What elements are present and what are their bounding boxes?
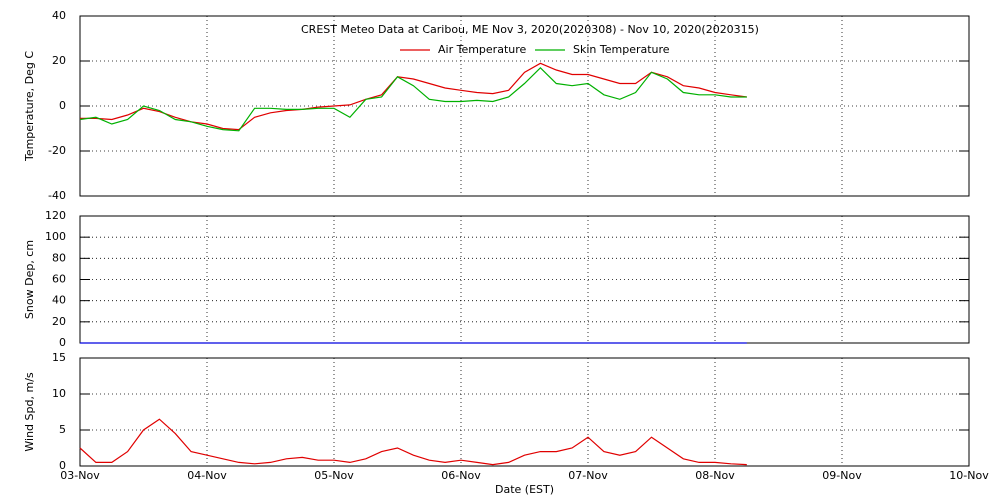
y-tick-label: 100 bbox=[45, 230, 66, 243]
y-tick-label: 0 bbox=[59, 99, 66, 112]
data-line bbox=[79, 66, 747, 132]
y-tick-label: 10 bbox=[52, 387, 66, 400]
y-tick-label: 40 bbox=[52, 9, 66, 22]
x-axis-label: Date (EST) bbox=[495, 483, 554, 496]
x-tick-label: 03-Nov bbox=[60, 469, 100, 482]
y-tick-label: 5 bbox=[59, 423, 66, 436]
data-line bbox=[79, 418, 747, 466]
legend-label: Air Temperature bbox=[438, 43, 527, 56]
x-tick-label: 06-Nov bbox=[441, 469, 481, 482]
x-tick-label: 09-Nov bbox=[822, 469, 862, 482]
x-tick-label: 04-Nov bbox=[187, 469, 227, 482]
legend-label: Skin Temperature bbox=[573, 43, 670, 56]
x-tick-label: 07-Nov bbox=[568, 469, 608, 482]
y-tick-label: 0 bbox=[59, 336, 66, 349]
y-axis-label: Temperature, Deg C bbox=[23, 51, 36, 162]
x-tick-label: 05-Nov bbox=[314, 469, 354, 482]
y-axis-label: Snow Dep, cm bbox=[23, 240, 36, 319]
plot-frame bbox=[79, 357, 970, 467]
y-tick-label: 120 bbox=[45, 209, 66, 222]
y-tick-label: -40 bbox=[48, 189, 66, 202]
y-tick-label: 20 bbox=[52, 315, 66, 328]
y-tick-label: 20 bbox=[52, 54, 66, 67]
y-tick-label: 80 bbox=[52, 251, 66, 264]
chart-title: CREST Meteo Data at Caribou, ME Nov 3, 2… bbox=[301, 23, 759, 36]
y-tick-label: -20 bbox=[48, 144, 66, 157]
x-tick-label: 10-Nov bbox=[949, 469, 989, 482]
y-tick-label: 40 bbox=[52, 294, 66, 307]
x-tick-label: 08-Nov bbox=[695, 469, 735, 482]
y-tick-label: 60 bbox=[52, 273, 66, 286]
y-tick-label: 15 bbox=[52, 351, 66, 364]
y-axis-label: Wind Spd, m/s bbox=[23, 372, 36, 452]
y-tick-label: 0 bbox=[59, 459, 66, 472]
